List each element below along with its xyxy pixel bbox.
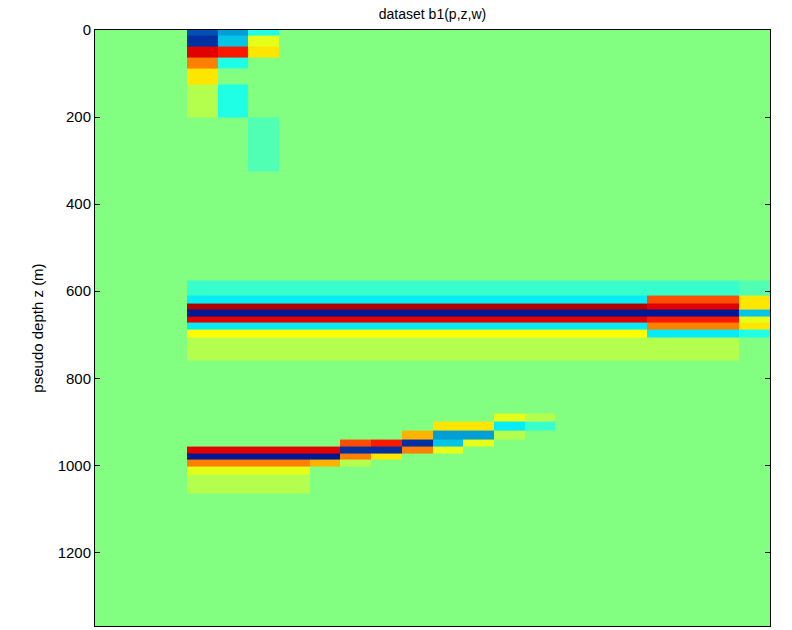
svg-text:1000: 1000 <box>58 457 91 474</box>
svg-text:pseudo depth z (m): pseudo depth z (m) <box>29 263 46 392</box>
svg-text:600: 600 <box>66 282 91 299</box>
svg-text:400: 400 <box>66 195 91 212</box>
svg-text:200: 200 <box>66 108 91 125</box>
svg-text:dataset b1(p,z,w): dataset b1(p,z,w) <box>379 6 486 22</box>
svg-text:800: 800 <box>66 370 91 387</box>
svg-text:1200: 1200 <box>58 544 91 561</box>
svg-text:0: 0 <box>83 21 91 38</box>
